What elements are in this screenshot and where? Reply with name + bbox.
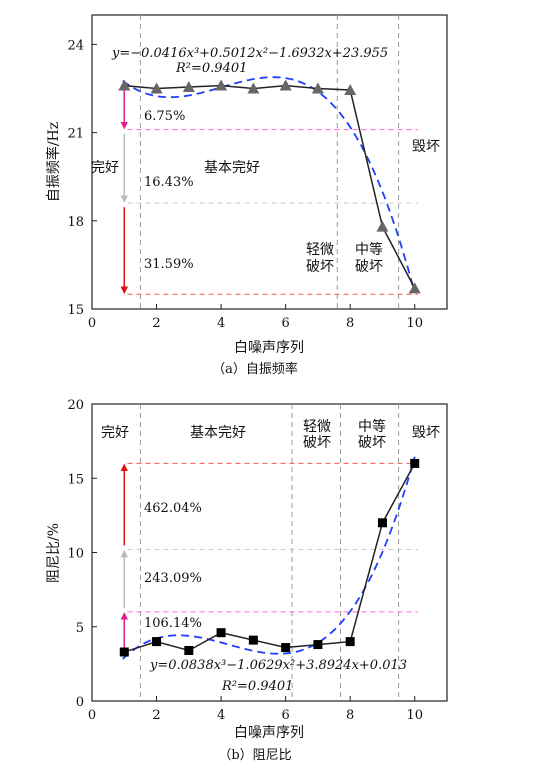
chart-b-x-tick-label: 10 [406,708,423,723]
chart-b-data-point [410,458,420,468]
chart-a-x-tick-label: 4 [217,316,225,331]
chart-b-data-point [313,640,323,650]
chart-a-x-axis-label: 白噪声序列 [234,340,304,356]
chart-b-plot-frame [91,403,448,702]
chart-b-data-line [124,463,416,653]
chart-a-series [118,79,421,294]
chart-b-thresholds [120,462,418,648]
chart-b-zone-intact: 完好 [101,425,129,441]
chart-a-data-point [247,82,260,94]
chart-a-zone-slight: 轻微破坏 [306,242,334,275]
chart-b-data-point [248,635,258,645]
chart-b-y-tick-label: 0 [76,695,84,710]
chart-b-x-tick-label: 0 [88,708,96,723]
chart-a-data-point [215,79,228,91]
chart-a-zone-intact: 完好 [91,160,119,176]
chart-a-y-tick-label: 24 [67,38,84,53]
chart-b-y-tick-label: 5 [76,621,84,636]
chart-b-zone-basically-intact: 基本完好 [190,424,246,441]
chart-a-x-tick-label: 6 [281,316,289,331]
chart-a-fit-equation: y=−0.0416x³+0.5012x²−1.6932x+23.955 [111,46,388,61]
chart-a-x-tick-label: 0 [88,316,96,331]
chart-a-data-point [408,282,421,294]
chart-b-pct-label-1: 106.14% [144,616,202,631]
chart-a-data-point [376,220,389,232]
chart-b-data-point [152,637,162,647]
chart-a-caption: （a）自振频率 [212,361,298,377]
chart-b-data-point [377,518,387,528]
chart-b-data-point [216,628,226,638]
chart-a-pct-label-1: 6.75% [144,109,185,124]
chart-a-data-point [118,79,131,91]
chart-b-y-axis-label: 阻尼比/% [46,523,62,583]
chart-a-data-point [150,82,163,94]
chart-b-stage-boundaries [139,404,400,701]
chart-a-zone-collapse: 毁坏 [412,139,440,155]
chart-a-data-point [279,79,292,91]
chart-a-plot-frame [91,14,448,310]
chart-a-thresholds [120,89,418,295]
chart-a-y-tick-label: 18 [67,215,84,230]
chart-b-y-tick-label: 20 [67,398,84,413]
chart-b-caption: （b）阻尼比 [218,748,291,763]
chart-b-data-point [281,643,291,653]
chart-a-data-point [344,83,357,95]
chart-b-zone-moderate: 中等破坏 [358,418,386,451]
chart-a-x-tick-label: 8 [346,316,354,331]
chart-b-zone-slight: 轻微破坏 [303,419,331,451]
chart-a-y-tick-label: 21 [67,127,84,142]
chart-b-fit-r2: R²=0.9401 [221,679,293,694]
chart-b-ticks: 0 2 4 6 8 10 0 5 10 15 20 [67,398,423,723]
chart-b-fit-equation: y=0.0838x³−1.0629x²+3.8924x+0.013 [149,658,407,673]
chart-b-data-point [119,647,129,657]
chart-b-x-tick-label: 6 [281,708,289,723]
chart-b-x-tick-label: 2 [152,708,160,723]
chart-b: 0 2 4 6 8 10 0 5 10 15 20 完好 基本完好 轻微破坏 中等破坏 毁坏 106… [46,398,448,763]
chart-b-series [119,458,420,657]
chart-a-pct-label-3: 31.59% [144,257,194,272]
chart-b-x-tick-label: 8 [346,708,354,723]
chart-b-pct-label-2: 243.09% [144,571,202,586]
chart-a-zone-basically-intact: 基本完好 [204,159,260,176]
chart-b-x-axis-label: 白噪声序列 [234,725,304,741]
chart-a-data-point [182,81,195,93]
chart-a-y-axis-label: 自振频率/Hz [45,122,62,202]
chart-b-data-point [184,646,194,656]
chart-a-fit-line [122,76,416,294]
chart-a-data-line [124,84,416,289]
chart-b-pct-label-3: 462.04% [144,501,202,516]
chart-a-y-tick-label: 15 [67,303,84,318]
chart-a-x-tick-label: 10 [406,316,423,331]
chart-a-data-point [311,82,324,94]
chart-b-x-tick-label: 4 [217,708,225,723]
chart-b-zone-collapse: 毁坏 [412,425,440,441]
chart-a-stage-boundaries [139,15,400,309]
chart-a-x-tick-label: 2 [152,316,160,331]
chart-b-y-tick-label: 15 [67,472,84,487]
chart-a-fit-r2: R²=0.9401 [175,61,247,76]
chart-b-data-point [345,637,355,647]
chart-a-pct-label-2: 16.43% [144,175,194,190]
chart-a-fit-curve [122,76,416,294]
chart-a-zone-moderate: 中等破坏 [355,241,383,275]
chart-b-y-tick-label: 10 [67,547,84,562]
